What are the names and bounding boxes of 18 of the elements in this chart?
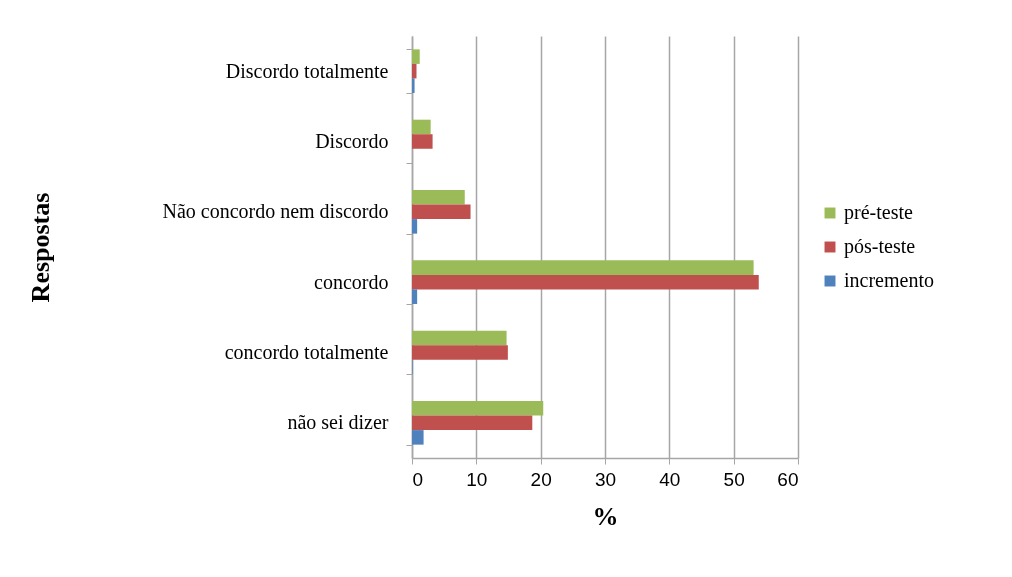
x-tick-label: 20 bbox=[530, 468, 552, 490]
y-tick-label: concordo totalmente bbox=[224, 341, 389, 363]
legend-label: incremento bbox=[844, 269, 934, 291]
y-axis-title: Respostas bbox=[25, 192, 55, 303]
x-tick-label: 10 bbox=[466, 468, 488, 490]
y-tick-label: Discordo bbox=[315, 130, 389, 152]
y-tick-label: Discordo totalmente bbox=[225, 59, 389, 82]
x-tick-label: 30 bbox=[594, 468, 617, 490]
legend-label: pré-teste bbox=[844, 201, 913, 224]
legend-label: pós-teste bbox=[844, 235, 916, 258]
x-tick-label: 0 bbox=[412, 468, 424, 490]
y-tick-label: concordo bbox=[314, 270, 389, 293]
y-tick-label: Não concordo nem discordo bbox=[162, 200, 389, 223]
x-tick-label: 60 bbox=[777, 468, 799, 490]
y-tick-label: não sei dizer bbox=[287, 411, 389, 434]
x-axis-title: % bbox=[592, 501, 619, 531]
x-tick-label: 40 bbox=[659, 468, 681, 490]
x-tick-label: 50 bbox=[723, 468, 745, 490]
